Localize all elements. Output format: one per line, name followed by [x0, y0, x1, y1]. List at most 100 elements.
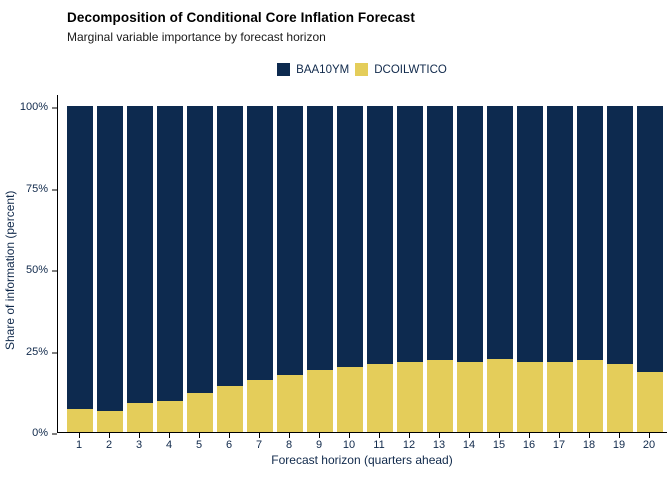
- bar-segment-BAA10YM: [367, 106, 393, 364]
- x-tick: 20: [634, 433, 664, 451]
- x-tick: 5: [184, 433, 214, 451]
- x-tick-mark: [498, 433, 500, 438]
- x-tick-mark: [558, 433, 560, 438]
- bar-segment-BAA10YM: [457, 106, 483, 362]
- bar-slot: [275, 106, 305, 432]
- x-tick-label: 13: [432, 439, 446, 451]
- bar-segment-DCOILWTICO: [397, 361, 423, 432]
- bar-slot: [605, 106, 635, 432]
- bar-segment-DCOILWTICO: [127, 402, 153, 432]
- plot-panel-bars: [65, 106, 665, 432]
- bar-segment-DCOILWTICO: [577, 360, 603, 432]
- stacked-bar: [367, 106, 393, 432]
- y-tick-mark: [52, 107, 57, 109]
- stacked-bar: [397, 106, 423, 432]
- stacked-bar: [97, 106, 123, 432]
- x-tick: 16: [514, 433, 544, 451]
- x-tick-label: 19: [612, 439, 626, 451]
- x-tick-mark: [288, 433, 290, 438]
- bar-segment-BAA10YM: [337, 106, 363, 367]
- bar-segment-DCOILWTICO: [487, 358, 513, 432]
- stacked-bar: [487, 106, 513, 432]
- x-axis-title: Forecast horizon (quarters ahead): [271, 453, 453, 467]
- x-tick-mark: [198, 433, 200, 438]
- x-tick-label: 7: [255, 439, 263, 451]
- bar-slot: [545, 106, 575, 432]
- bar-segment-BAA10YM: [307, 106, 333, 371]
- x-tick-label: 2: [105, 439, 113, 451]
- bar-segment-DCOILWTICO: [307, 370, 333, 432]
- stacked-bar: [187, 106, 213, 432]
- bar-segment-BAA10YM: [427, 106, 453, 361]
- bar-segment-DCOILWTICO: [337, 366, 363, 432]
- plot-panel: [57, 95, 667, 433]
- bar-segment-BAA10YM: [487, 106, 513, 359]
- stacked-bar: [127, 106, 153, 432]
- y-tick-label: 100%: [19, 101, 48, 113]
- chart-subtitle: Marginal variable importance by forecast…: [67, 30, 326, 44]
- x-tick-mark: [78, 433, 80, 438]
- x-tick-mark: [618, 433, 620, 438]
- x-tick-mark: [228, 433, 230, 438]
- legend: BAA10YM DCOILWTICO: [57, 61, 667, 78]
- x-tick-label: 18: [582, 439, 596, 451]
- x-tick-label: 16: [522, 439, 536, 451]
- stacked-bar: [457, 106, 483, 432]
- x-tick-label: 10: [342, 439, 356, 451]
- x-tick-mark: [108, 433, 110, 438]
- x-tick: 8: [274, 433, 304, 451]
- x-tick-label: 5: [195, 439, 203, 451]
- x-tick-label: 14: [462, 439, 476, 451]
- bar-segment-BAA10YM: [397, 106, 423, 362]
- legend-swatch-icon: [277, 63, 291, 76]
- bar-slot: [185, 106, 215, 432]
- bar-slot: [395, 106, 425, 432]
- bar-slot: [455, 106, 485, 432]
- x-tick: 14: [454, 433, 484, 451]
- bar-segment-DCOILWTICO: [157, 401, 183, 432]
- bar-slot: [125, 106, 155, 432]
- x-tick: 1: [64, 433, 94, 451]
- bar-segment-BAA10YM: [127, 106, 153, 403]
- x-tick: 4: [154, 433, 184, 451]
- x-tick-mark: [648, 433, 650, 438]
- stacked-bar: [277, 106, 303, 432]
- bar-segment-DCOILWTICO: [67, 409, 93, 432]
- x-tick-label: 20: [642, 439, 656, 451]
- bar-slot: [305, 106, 335, 432]
- x-tick-label: 9: [315, 439, 323, 451]
- y-tick-mark: [52, 270, 57, 272]
- legend-label: DCOILWTICO: [374, 63, 447, 76]
- x-tick-mark: [168, 433, 170, 438]
- bar-segment-BAA10YM: [547, 106, 573, 362]
- x-tick-label: 1: [75, 439, 83, 451]
- x-tick-mark: [378, 433, 380, 438]
- stacked-bar: [517, 106, 543, 432]
- x-tick-label: 12: [402, 439, 416, 451]
- x-tick: 9: [304, 433, 334, 451]
- bar-segment-DCOILWTICO: [427, 360, 453, 432]
- bar-segment-BAA10YM: [607, 106, 633, 364]
- x-tick: 12: [394, 433, 424, 451]
- x-tick: 11: [364, 433, 394, 451]
- x-tick-mark: [318, 433, 320, 438]
- bar-segment-DCOILWTICO: [97, 410, 123, 432]
- x-tick: 19: [604, 433, 634, 451]
- stacked-bar: [637, 106, 663, 432]
- x-tick-mark: [138, 433, 140, 438]
- y-tick-label: 75%: [25, 182, 48, 195]
- bar-slot: [155, 106, 185, 432]
- x-tick-mark: [348, 433, 350, 438]
- bar-slot: [485, 106, 515, 432]
- legend-item-DCOILWTICO: DCOILWTICO: [355, 63, 447, 76]
- stacked-bar: [67, 106, 93, 432]
- legend-item-BAA10YM: BAA10YM: [277, 63, 349, 76]
- bar-segment-DCOILWTICO: [517, 361, 543, 432]
- x-tick-label: 15: [492, 439, 506, 451]
- x-tick-label: 6: [225, 439, 233, 451]
- y-tick-label: 0%: [32, 427, 48, 439]
- legend-label: BAA10YM: [296, 63, 350, 76]
- y-tick-label: 25%: [25, 345, 48, 358]
- x-tick-mark: [468, 433, 470, 438]
